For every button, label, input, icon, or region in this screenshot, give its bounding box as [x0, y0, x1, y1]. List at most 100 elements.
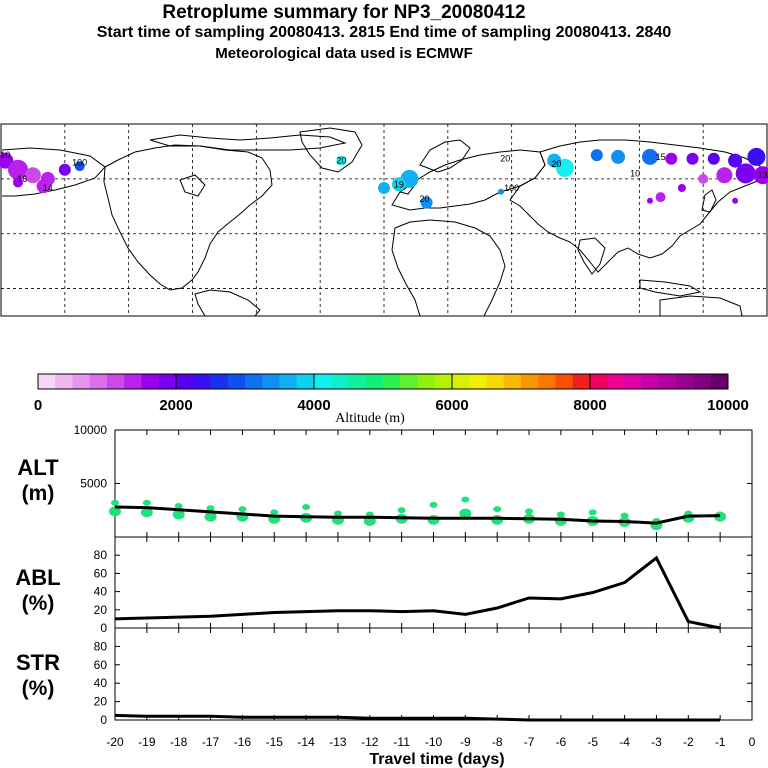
coast-indonesia	[639, 279, 702, 297]
map-panel: 20 20 19 20 100 10 15 13 10 16 14 100 20	[0, 123, 768, 317]
colorbar-swatch	[279, 374, 298, 389]
alt-unit: (m)	[22, 482, 55, 505]
colorbar-swatch	[624, 374, 643, 389]
abl-ytick-label: 60	[94, 566, 108, 580]
alt-cluster-point	[333, 510, 342, 517]
alt-label: ALT	[17, 455, 59, 480]
x-tick-label: -7	[524, 735, 535, 749]
colorbar-swatch	[383, 374, 401, 389]
colorbar-swatch	[417, 374, 436, 389]
x-tick-label: -8	[492, 735, 503, 749]
x-tick-label: -13	[329, 735, 347, 749]
colorbar-swatch	[710, 374, 729, 389]
alt-cluster-point	[459, 508, 472, 519]
abl-ytick-label: 40	[94, 585, 108, 599]
colorbar-swatch	[659, 374, 677, 389]
alt-cluster-point	[429, 501, 438, 508]
chart-title: Retroplume summary for NP3_20080412	[162, 2, 526, 23]
alt-cluster-point	[427, 514, 440, 525]
alt-cluster-point	[620, 512, 629, 519]
plume-cluster	[747, 147, 766, 166]
plume-cluster	[647, 197, 653, 204]
plume-cluster	[24, 167, 41, 184]
colorbar-swatch	[434, 374, 453, 389]
plume-label: 100	[72, 157, 87, 167]
colorbar-swatch	[503, 374, 522, 389]
meteorology-line: Meteorological data used is ECMWF	[215, 45, 473, 62]
coast-africa	[391, 219, 506, 317]
plume-label: 19	[394, 179, 404, 189]
colorbar-swatch	[486, 374, 505, 389]
x-tick-label: -1	[715, 735, 726, 749]
alt-ytick-label: 10000	[74, 423, 108, 437]
alt-cluster-point	[109, 506, 121, 517]
alt-ytick-label: 5000	[80, 477, 107, 491]
colorbar-swatch	[227, 374, 246, 389]
colorbar-swatch	[38, 374, 56, 389]
plume-labels: 20 20 19 20 100 10 15 13 10 16 14 100 20	[0, 150, 767, 204]
colorbar-swatch	[158, 374, 177, 389]
str-ytick-label: 20	[94, 695, 108, 709]
altitude-colorbar: 0 2000 4000 6000 8000 10000 Altitude (m)	[34, 373, 749, 426]
colorbar-swatches	[38, 374, 729, 389]
alt-cluster-point	[397, 507, 406, 514]
colorbar-swatch	[572, 374, 591, 389]
str-ytick-label: 40	[94, 676, 108, 690]
colorbar-ticks: 0 2000 4000 6000 8000 10000	[34, 374, 749, 414]
alt-cluster-point	[302, 504, 311, 511]
colorbar-swatch	[521, 374, 539, 389]
plume-label: 15	[656, 152, 666, 162]
plume-cluster	[391, 177, 406, 192]
coast-india	[577, 237, 606, 275]
plume-cluster	[698, 173, 709, 184]
plume-cluster	[611, 149, 626, 164]
str-series-line	[114, 713, 721, 722]
alt-cluster-point	[206, 505, 215, 512]
abl-plot: 80 60 40 20 0	[94, 536, 753, 635]
alt-cluster-point	[556, 511, 565, 518]
coast-japan	[701, 189, 717, 213]
alt-cluster-point	[461, 496, 470, 503]
str-frame	[114, 627, 753, 721]
x-tick-label: -15	[266, 735, 284, 749]
colorbar-swatch	[331, 374, 349, 389]
plume-label: 10	[630, 168, 640, 178]
abl-ytick-label: 80	[94, 548, 108, 562]
colorbar-swatch	[72, 374, 91, 389]
plume-label: 20	[419, 194, 429, 204]
x-tick-label: -6	[556, 735, 567, 749]
colorbar-swatch	[348, 374, 367, 389]
plume-cluster	[420, 196, 433, 209]
x-tick-label: -11	[393, 735, 410, 749]
plume-cluster	[498, 188, 504, 195]
colorbar-swatch	[89, 374, 108, 389]
plume-cluster	[336, 155, 347, 166]
abl-ytick-label: 0	[100, 621, 107, 635]
colorbar-swatch	[210, 374, 229, 389]
colorbar-swatch	[55, 374, 73, 389]
plume-cluster	[753, 166, 768, 185]
str-ytick-label: 0	[100, 713, 107, 727]
colorbar-swatch	[590, 374, 608, 389]
abl-frame	[114, 536, 753, 629]
x-tick-label: -19	[138, 735, 156, 749]
str-label: STR	[16, 650, 60, 675]
alt-cluster-point	[525, 508, 534, 515]
plume-cluster	[13, 177, 23, 188]
coast-alaska	[1, 147, 106, 197]
x-tick-label: -4	[619, 735, 630, 749]
plume-label: 16	[17, 174, 27, 184]
abl-unit: (%)	[22, 592, 55, 615]
alt-cluster-point	[493, 506, 502, 513]
colorbar-swatch	[555, 374, 574, 389]
plume-cluster	[642, 148, 658, 165]
plume-label: 20	[551, 159, 561, 169]
colorbar-swatch	[400, 374, 418, 389]
x-tick-label: 0	[749, 735, 756, 749]
colorbar-swatch	[296, 374, 315, 389]
plume-label: 100	[504, 183, 519, 193]
colorbar-swatch	[141, 374, 160, 389]
x-tick-label: -20	[106, 735, 124, 749]
plume-label: 20	[500, 154, 510, 164]
